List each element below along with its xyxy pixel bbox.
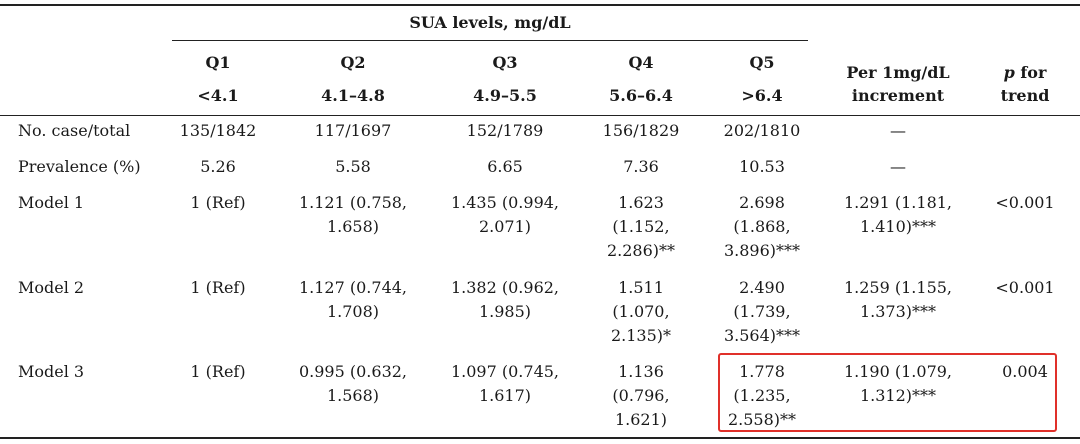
per-increment-cell: 1.312)***: [859, 386, 937, 405]
table-cell: (0.796,: [612, 386, 670, 405]
highlight-box: [718, 353, 1057, 432]
row-label: Model 3: [18, 362, 85, 381]
per-increment-cell: 1.373)***: [859, 302, 937, 321]
row-label: No. case/total: [18, 121, 131, 140]
per-increment-cell: 1.291 (1.181,: [843, 193, 953, 212]
top-rule: [0, 4, 1080, 6]
table-cell: 152/1789: [466, 121, 544, 140]
table-cell: 2.490: [739, 278, 785, 297]
table-cell: 156/1829: [602, 121, 680, 140]
table-cell: 2.286)**: [606, 241, 676, 260]
table-cell: 1.658): [326, 217, 380, 236]
table-cell: 202/1810: [723, 121, 801, 140]
table-cell: 1.568): [326, 386, 380, 405]
col-q1-range: <4.1: [197, 86, 239, 105]
header-rule: [0, 115, 1080, 116]
per-increment-cell: 1.190 (1.079,: [843, 362, 953, 381]
table-cell: (1.152,: [612, 217, 670, 236]
per-increment-header-line1: Per 1mg/dL: [846, 63, 950, 82]
col-q3-header: Q3: [492, 53, 518, 72]
table-cell: 1 (Ref): [190, 362, 246, 381]
table-cell: 1.127 (0.744,: [298, 278, 408, 297]
table-cell: 5.26: [200, 157, 236, 176]
table-cell: 1.623: [618, 193, 664, 212]
table-cell: 1.121 (0.758,: [298, 193, 408, 212]
col-q1-header: Q1: [205, 53, 231, 72]
table-cell: 1.985): [478, 302, 532, 321]
table-cell: 7.36: [623, 157, 659, 176]
per-increment-header-line2: increment: [851, 86, 945, 105]
table-cell: 10.53: [739, 157, 785, 176]
p-trend-cell: <0.001: [995, 278, 1055, 297]
col-q2-header: Q2: [340, 53, 366, 72]
table-cell: 1.511: [618, 278, 664, 297]
table-cell: 135/1842: [179, 121, 257, 140]
table-cell: (1.235,: [733, 386, 791, 405]
col-q5-header: Q5: [749, 53, 775, 72]
table-cell: (1.868,: [733, 217, 791, 236]
p-trend-cell: <0.001: [995, 193, 1055, 212]
table-cell: 1.136: [618, 362, 664, 381]
table-cell: 1.382 (0.962,: [450, 278, 560, 297]
col-q4-range: 5.6–6.4: [609, 86, 673, 105]
per-increment-cell: 1.410)***: [859, 217, 937, 236]
table-cell: 3.564)***: [723, 326, 801, 345]
table-cell: 3.896)***: [723, 241, 801, 260]
group-underline: [172, 40, 808, 41]
col-q2-range: 4.1–4.8: [321, 86, 385, 105]
table-cell: 2.135)*: [610, 326, 672, 345]
table-cell: 1.617): [478, 386, 532, 405]
table-cell: 5.58: [335, 157, 371, 176]
table-cell: 1 (Ref): [190, 278, 246, 297]
col-q5-range: >6.4: [741, 86, 783, 105]
table-cell: (1.739,: [733, 302, 791, 321]
per-increment-cell: 1.259 (1.155,: [843, 278, 953, 297]
table-cell: 1.621): [614, 410, 668, 429]
col-q4-header: Q4: [628, 53, 654, 72]
bottom-rule: [0, 437, 1080, 439]
table-cell: 1.435 (0.994,: [450, 193, 560, 212]
col-q3-range: 4.9–5.5: [473, 86, 537, 105]
table-cell: 117/1697: [314, 121, 392, 140]
p-for: for: [1014, 63, 1047, 82]
row-label: Prevalence (%): [18, 157, 141, 176]
p-trend-header-line2: trend: [1000, 86, 1050, 105]
p-italic: p: [1003, 63, 1015, 82]
table-cell: 6.65: [487, 157, 523, 176]
table-cell: 1 (Ref): [190, 193, 246, 212]
p-trend-cell: 0.004: [1002, 362, 1048, 381]
table-cell: 2.698: [739, 193, 785, 212]
table-cell: 1.778: [739, 362, 785, 381]
table-cell: 1.097 (0.745,: [450, 362, 560, 381]
table-cell: 2.558)**: [727, 410, 797, 429]
table-cell: 0.995 (0.632,: [298, 362, 408, 381]
table-cell: 2.071): [478, 217, 532, 236]
table-cell: 1.708): [326, 302, 380, 321]
sua-group-header: SUA levels, mg/dL: [409, 13, 571, 32]
row-label: Model 2: [18, 278, 85, 297]
p-trend-header-line1: p for: [1004, 61, 1047, 85]
per-increment-cell: —: [890, 121, 906, 140]
table-cell: (1.070,: [612, 302, 670, 321]
row-label: Model 1: [18, 193, 85, 212]
per-increment-cell: —: [890, 157, 906, 176]
